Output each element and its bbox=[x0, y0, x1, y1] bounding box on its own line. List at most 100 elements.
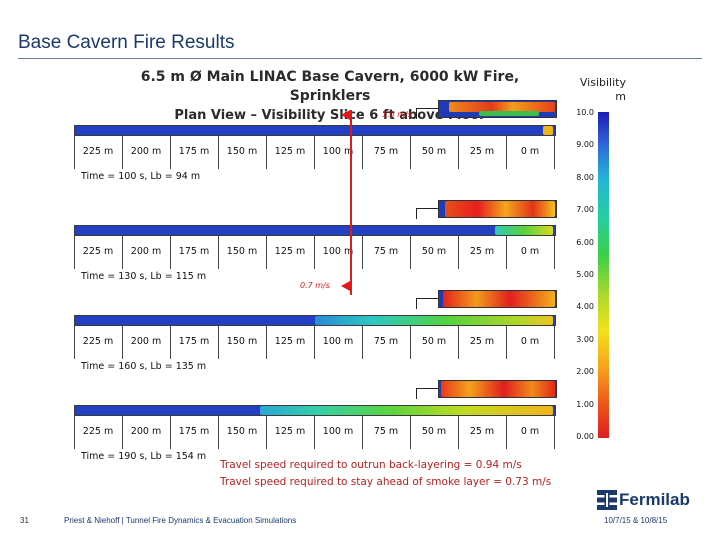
distance-label: 50 m bbox=[421, 426, 447, 437]
distance-tick bbox=[170, 236, 171, 269]
colorbar-title-label: Visibility bbox=[579, 76, 626, 89]
fermilab-logo-icon bbox=[597, 490, 617, 510]
distance-tick bbox=[506, 136, 507, 169]
tunnel-slice bbox=[74, 125, 556, 136]
colorbar-tick-label: 3.00 bbox=[576, 334, 594, 344]
distance-tick bbox=[458, 326, 459, 359]
distance-tick bbox=[122, 326, 123, 359]
distance-tick bbox=[506, 326, 507, 359]
distance-tick bbox=[74, 326, 75, 359]
travel-speed-smoke-layer: Travel speed required to stay ahead of s… bbox=[220, 476, 552, 488]
distance-tick bbox=[266, 326, 267, 359]
building-outline bbox=[416, 208, 441, 219]
panel-t130: 225 m 200 m 175 m 150 m 125 m 100 m 75 m 50 m 25… bbox=[0, 200, 720, 286]
colorbar-title: Visibility m bbox=[556, 76, 626, 104]
distance-tick bbox=[458, 136, 459, 169]
distance-label: 100 m bbox=[322, 426, 354, 437]
distance-tick bbox=[314, 416, 315, 449]
distance-tick bbox=[122, 136, 123, 169]
distance-label: 175 m bbox=[178, 246, 210, 257]
colorbar-unit: m bbox=[615, 90, 626, 103]
footer-date: 10/7/15 & 10/8/15 bbox=[604, 516, 668, 525]
distance-label: 75 m bbox=[373, 426, 399, 437]
colorbar-tick-label: 8.00 bbox=[576, 172, 594, 182]
distance-label: 25 m bbox=[469, 146, 495, 157]
distance-tick bbox=[506, 236, 507, 269]
fermilab-logo-text: Fermilab bbox=[619, 490, 690, 509]
distance-tick bbox=[218, 236, 219, 269]
distance-label: 25 m bbox=[469, 426, 495, 437]
distance-tick bbox=[362, 236, 363, 269]
time-label: Time = 100 s, Lb = 94 m bbox=[81, 171, 201, 182]
figure-title: 6.5 m Ø Main LINAC Base Cavern, 6000 kW … bbox=[100, 68, 560, 125]
building-outline bbox=[416, 298, 441, 309]
distance-label: 150 m bbox=[226, 336, 258, 347]
distance-markers: 225 m 200 m 175 m 150 m 125 m 100 m 75 m 50 m 25… bbox=[74, 326, 555, 360]
distance-tick bbox=[170, 136, 171, 169]
distance-label: 175 m bbox=[178, 336, 210, 347]
distance-label: 75 m bbox=[373, 246, 399, 257]
distance-tick bbox=[410, 326, 411, 359]
distance-tick bbox=[554, 136, 555, 169]
panel-t160: 225 m 200 m 175 m 150 m 125 m 100 m 75 m 50 m 25… bbox=[0, 290, 720, 376]
colorbar-tick-label: 10.0 bbox=[576, 108, 594, 117]
speed-label-2: 0.7 m/s bbox=[300, 281, 330, 290]
distance-label: 0 m bbox=[520, 336, 540, 347]
distance-tick bbox=[314, 236, 315, 269]
time-label: Time = 130 s, Lb = 115 m bbox=[81, 271, 207, 282]
distance-label: 0 m bbox=[520, 426, 540, 437]
distance-tick bbox=[266, 416, 267, 449]
distance-label: 125 m bbox=[274, 336, 306, 347]
tunnel-slice bbox=[74, 225, 556, 236]
distance-label: 0 m bbox=[520, 146, 540, 157]
distance-tick bbox=[410, 236, 411, 269]
visibility-colorbar bbox=[598, 112, 609, 438]
colorbar-tick-label: 7.00 bbox=[576, 205, 594, 215]
distance-label: 100 m bbox=[322, 146, 354, 157]
distance-label: 125 m bbox=[274, 246, 306, 257]
distance-tick bbox=[410, 416, 411, 449]
distance-label: 225 m bbox=[82, 336, 114, 347]
distance-label: 25 m bbox=[469, 336, 495, 347]
panel-t190: 225 m 200 m 175 m 150 m 125 m 100 m 75 m 50 m 25… bbox=[0, 380, 720, 466]
distance-tick bbox=[458, 416, 459, 449]
distance-label: 125 m bbox=[274, 146, 306, 157]
figure-title-line1: 6.5 m Ø Main LINAC Base Cavern, 6000 kW … bbox=[140, 69, 520, 104]
panel-t100: 225 m 200 m 175 m 150 m 125 m 100 m 75 m 50 m 25… bbox=[0, 100, 720, 186]
time-label: Time = 160 s, Lb = 135 m bbox=[81, 361, 207, 372]
distance-markers: 225 m 200 m 175 m 150 m 125 m 100 m 75 m 50 m 25… bbox=[74, 416, 555, 450]
distance-tick bbox=[554, 416, 555, 449]
distance-tick bbox=[218, 136, 219, 169]
building-slice bbox=[438, 200, 557, 218]
time-label: Time = 190 s, Lb = 154 m bbox=[81, 451, 207, 462]
building-slice bbox=[438, 100, 557, 118]
building-outline bbox=[416, 108, 441, 119]
colorbar-tick-label: 5.00 bbox=[576, 270, 594, 279]
distance-tick bbox=[410, 136, 411, 169]
distance-label: 150 m bbox=[226, 246, 258, 257]
distance-label: 0 m bbox=[520, 246, 540, 257]
fermilab-logo: Fermilab bbox=[597, 490, 690, 510]
speed-label-1: 1.0 m/s bbox=[382, 110, 412, 119]
distance-tick bbox=[218, 416, 219, 449]
distance-tick bbox=[266, 236, 267, 269]
distance-label: 225 m bbox=[82, 426, 114, 437]
distance-tick bbox=[314, 326, 315, 359]
distance-label: 25 m bbox=[469, 246, 495, 257]
building-outline bbox=[416, 388, 441, 399]
distance-tick bbox=[122, 416, 123, 449]
distance-label: 50 m bbox=[421, 146, 447, 157]
distance-label: 125 m bbox=[274, 426, 306, 437]
distance-tick bbox=[554, 236, 555, 269]
distance-label: 175 m bbox=[178, 426, 210, 437]
distance-tick bbox=[362, 326, 363, 359]
distance-tick bbox=[362, 416, 363, 449]
colorbar-tick-label: 4.00 bbox=[576, 302, 594, 312]
colorbar-tick-label: 6.00 bbox=[576, 237, 594, 247]
distance-label: 150 m bbox=[226, 146, 258, 157]
tunnel-slice bbox=[74, 405, 556, 416]
distance-label: 200 m bbox=[130, 426, 162, 437]
distance-label: 225 m bbox=[82, 146, 114, 157]
distance-tick bbox=[506, 416, 507, 449]
distance-label: 200 m bbox=[130, 336, 162, 347]
